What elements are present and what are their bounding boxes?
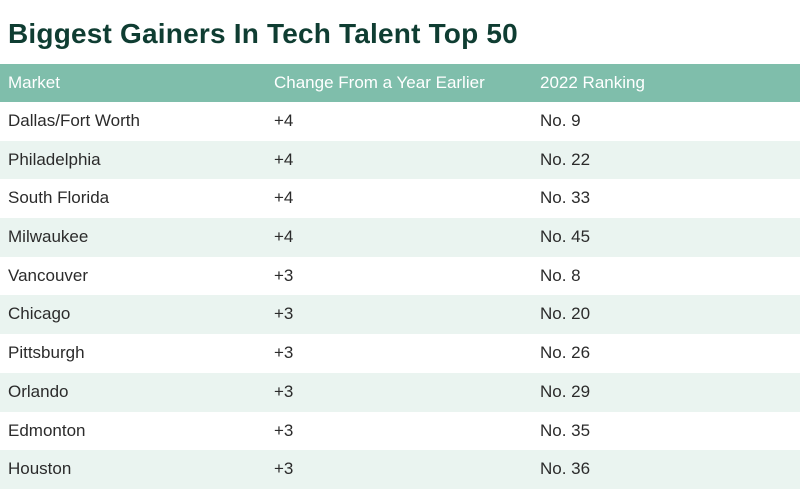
table-header-row: Market Change From a Year Earlier 2022 R… (0, 64, 800, 102)
market-cell: Pittsburgh (8, 343, 85, 363)
table-title: Biggest Gainers In Tech Talent Top 50 (8, 18, 518, 49)
table-row: Vancouver +3 No. 8 (0, 257, 800, 296)
change-cell: +3 (274, 304, 294, 324)
ranking-cell: No. 35 (540, 420, 591, 440)
market-cell: Edmonton (8, 420, 86, 440)
table-row: Dallas/Fort Worth +4 No. 9 (0, 102, 800, 141)
table-row: Chicago +3 No. 20 (0, 295, 800, 335)
table-row: Orlando +3 No. 29 (0, 372, 800, 412)
ranking-cell: No. 33 (540, 188, 591, 208)
table-row: Edmonton +3 No. 35 (0, 412, 800, 451)
change-cell: +3 (274, 420, 294, 440)
ranking-cell: No. 29 (540, 381, 591, 401)
change-cell: +3 (274, 381, 294, 401)
market-cell: Orlando (8, 381, 69, 401)
market-cell: Philadelphia (8, 149, 101, 169)
table-row: Milwaukee +4 No. 45 (0, 218, 800, 257)
market-cell: Houston (8, 459, 72, 479)
change-cell: +3 (274, 265, 294, 285)
ranking-cell: No. 8 (540, 265, 581, 285)
market-cell: Milwaukee (8, 227, 89, 247)
data-table: Market Change From a Year Earlier 2022 R… (0, 64, 800, 489)
market-cell: Dallas/Fort Worth (8, 111, 140, 130)
change-cell: +4 (274, 111, 294, 130)
change-cell: +3 (274, 459, 294, 479)
change-cell: +3 (274, 343, 294, 363)
column-header-change: Change From a Year Earlier (274, 73, 485, 92)
column-header-market: Market (8, 73, 60, 92)
market-cell: South Florida (8, 188, 110, 208)
table-row: Houston +3 No. 36 (0, 450, 800, 489)
market-cell: Chicago (8, 304, 71, 324)
change-cell: +4 (274, 227, 294, 247)
ranking-cell: No. 36 (540, 459, 591, 479)
ranking-cell: No. 20 (540, 304, 591, 324)
ranking-cell: No. 26 (540, 343, 591, 363)
change-cell: +4 (274, 188, 294, 208)
table-row: Pittsburgh +3 No. 26 (0, 334, 800, 373)
table-row: Philadelphia +4 No. 22 (0, 140, 800, 180)
ranking-cell: No. 9 (540, 111, 581, 130)
column-header-ranking: 2022 Ranking (540, 73, 645, 92)
market-cell: Vancouver (8, 265, 89, 285)
ranking-cell: No. 22 (540, 149, 591, 169)
table-row: South Florida +4 No. 33 (0, 179, 800, 218)
ranking-cell: No. 45 (540, 227, 591, 247)
change-cell: +4 (274, 149, 294, 169)
